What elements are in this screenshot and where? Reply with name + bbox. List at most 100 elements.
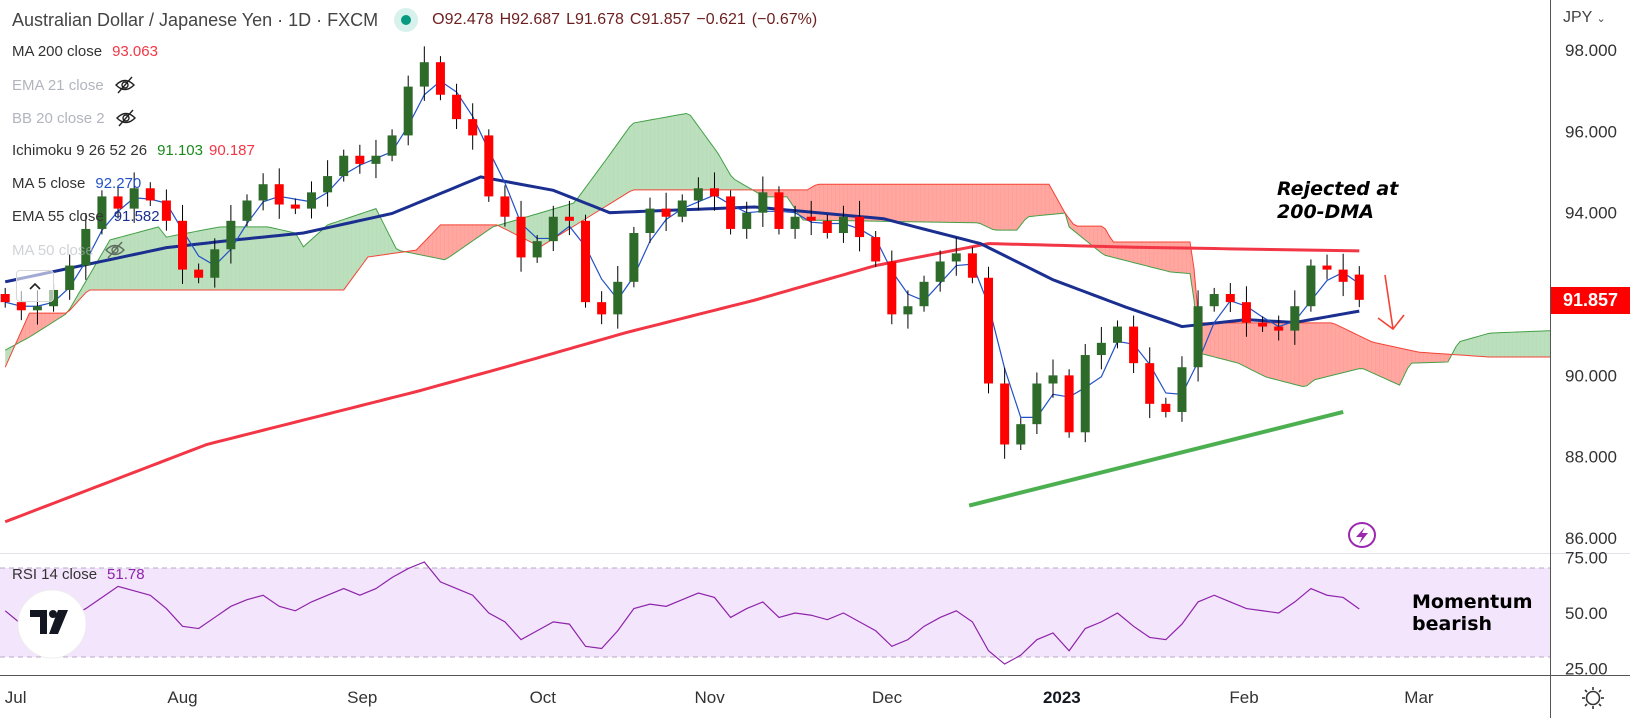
legend-label: RSI 14 close bbox=[12, 566, 98, 583]
legend-label: BB 20 close 2 bbox=[12, 109, 105, 127]
candle bbox=[113, 185, 123, 219]
candle-body bbox=[629, 233, 639, 282]
candle bbox=[613, 265, 623, 329]
cloud-segment bbox=[307, 239, 312, 290]
tradingview-logo[interactable] bbox=[17, 589, 87, 659]
candle bbox=[903, 290, 913, 329]
eye-off-icon[interactable] bbox=[115, 109, 137, 127]
cloud-segment bbox=[899, 184, 905, 222]
cloud-segment bbox=[428, 233, 433, 258]
cloud-segment bbox=[968, 184, 973, 223]
cloud-segment bbox=[1331, 322, 1336, 376]
cloud-segment bbox=[1492, 332, 1497, 358]
settings-icon[interactable] bbox=[1582, 687, 1604, 709]
cloud-segment bbox=[1036, 184, 1042, 216]
eye-off-icon[interactable] bbox=[104, 241, 126, 259]
candle-body bbox=[581, 220, 591, 303]
price-tick-label: 96.000 bbox=[1565, 122, 1617, 141]
cloud-segment bbox=[911, 184, 917, 222]
candle-body bbox=[242, 200, 252, 221]
cloud-segment bbox=[1290, 322, 1296, 385]
legend-bb[interactable]: BB 20 close 2 bbox=[12, 109, 137, 127]
candle-body bbox=[1145, 363, 1155, 404]
cloud-segment bbox=[49, 313, 54, 325]
candle-body bbox=[1274, 326, 1284, 331]
cloud-segment bbox=[1375, 342, 1380, 377]
cloud-segment bbox=[267, 226, 272, 290]
annotation-momentum[interactable]: Momentum bearish bbox=[1412, 591, 1533, 635]
eye-off-icon[interactable] bbox=[114, 76, 136, 94]
cloud-segment bbox=[875, 184, 881, 222]
axes[interactable]: 98.000 96.000 94.000 90.000 88.000 86.00075.0… bbox=[5, 41, 1617, 707]
cloud-segment bbox=[650, 119, 655, 190]
cloud-segment bbox=[678, 114, 683, 190]
currency-selector[interactable]: JPY ⌄ bbox=[1563, 9, 1606, 27]
cloud-segment bbox=[347, 216, 353, 285]
cloud-segment bbox=[460, 224, 465, 250]
cloud-segment bbox=[118, 236, 123, 290]
cloud-segment bbox=[803, 189, 808, 221]
cloud-segment bbox=[561, 205, 566, 234]
candle-body bbox=[161, 200, 171, 221]
legend-value: 91.582 bbox=[113, 208, 160, 225]
cloud-segment bbox=[1286, 322, 1292, 384]
cloud-segment bbox=[694, 120, 699, 190]
cloud-segment bbox=[234, 226, 240, 290]
legend-value-lead1: 91.103 bbox=[157, 142, 203, 159]
legend-ma5[interactable]: MA 5 close 92.270 bbox=[12, 175, 141, 192]
cloud-segment bbox=[1423, 352, 1429, 363]
candle-body bbox=[855, 216, 865, 238]
cloud-segment bbox=[339, 219, 345, 290]
cloud-segment bbox=[1323, 322, 1328, 378]
cloud-segment bbox=[742, 184, 748, 190]
cloud-segment bbox=[621, 132, 627, 197]
cloud-segment bbox=[1391, 346, 1396, 384]
cloud-segment bbox=[343, 218, 349, 290]
time-tick-label: Sep bbox=[347, 688, 377, 707]
cloud-segment bbox=[335, 220, 340, 290]
candle bbox=[403, 75, 413, 146]
legend-ma50[interactable]: MA 50 close bbox=[12, 241, 126, 259]
cloud-segment bbox=[174, 234, 179, 290]
cloud-segment bbox=[1218, 322, 1223, 360]
cloud-segment bbox=[976, 184, 981, 224]
cloud-segment bbox=[359, 212, 365, 268]
cloud-segment bbox=[130, 233, 135, 290]
cloud-segment bbox=[1464, 339, 1469, 356]
market-status-icon[interactable] bbox=[394, 8, 419, 32]
lightning-icon[interactable] bbox=[1348, 522, 1376, 548]
cloud-segment bbox=[613, 143, 619, 202]
legend-ma200[interactable]: MA 200 close 93.063 bbox=[12, 43, 158, 60]
cloud-segment bbox=[827, 184, 832, 221]
cloud-segment bbox=[617, 137, 623, 199]
cloud-segment bbox=[980, 184, 985, 226]
candle bbox=[742, 201, 752, 239]
legend-ema55[interactable]: EMA 55 close 91.582 bbox=[12, 208, 160, 225]
cloud-segment bbox=[1238, 322, 1243, 366]
candle-body bbox=[1258, 322, 1268, 327]
candle bbox=[1274, 315, 1284, 341]
legend-ichimoku[interactable]: Ichimoku 9 26 52 26 91.103 90.187 bbox=[12, 142, 255, 159]
cloud-segment bbox=[1524, 331, 1529, 358]
support-trendline bbox=[968, 410, 1344, 508]
legend-rsi[interactable]: RSI 14 close 51.78 bbox=[12, 566, 145, 583]
candle-body bbox=[16, 302, 26, 311]
cloud-segment bbox=[984, 184, 989, 228]
price-tick-label: 98.000 bbox=[1565, 41, 1617, 60]
cloud-segment bbox=[605, 154, 610, 207]
cloud-segment bbox=[101, 246, 107, 290]
candle-body bbox=[1177, 367, 1187, 412]
cloud-segment bbox=[960, 184, 965, 223]
candle-body bbox=[1306, 265, 1316, 307]
time-tick-label: Dec bbox=[872, 688, 903, 707]
open-value: O92.478 bbox=[432, 11, 494, 28]
cloud-segment bbox=[57, 313, 62, 320]
annotation-rejected[interactable]: Rejected at 200-DMA bbox=[1277, 178, 1398, 224]
collapse-legend-button[interactable] bbox=[16, 270, 54, 302]
cloud-segment bbox=[1484, 333, 1489, 357]
rsi-band bbox=[0, 568, 1550, 657]
symbol-title[interactable]: Australian Dollar / Japanese Yen · 1D · … bbox=[12, 9, 379, 30]
cloud-segment bbox=[641, 120, 647, 190]
legend-ema21[interactable]: EMA 21 close bbox=[12, 76, 136, 94]
